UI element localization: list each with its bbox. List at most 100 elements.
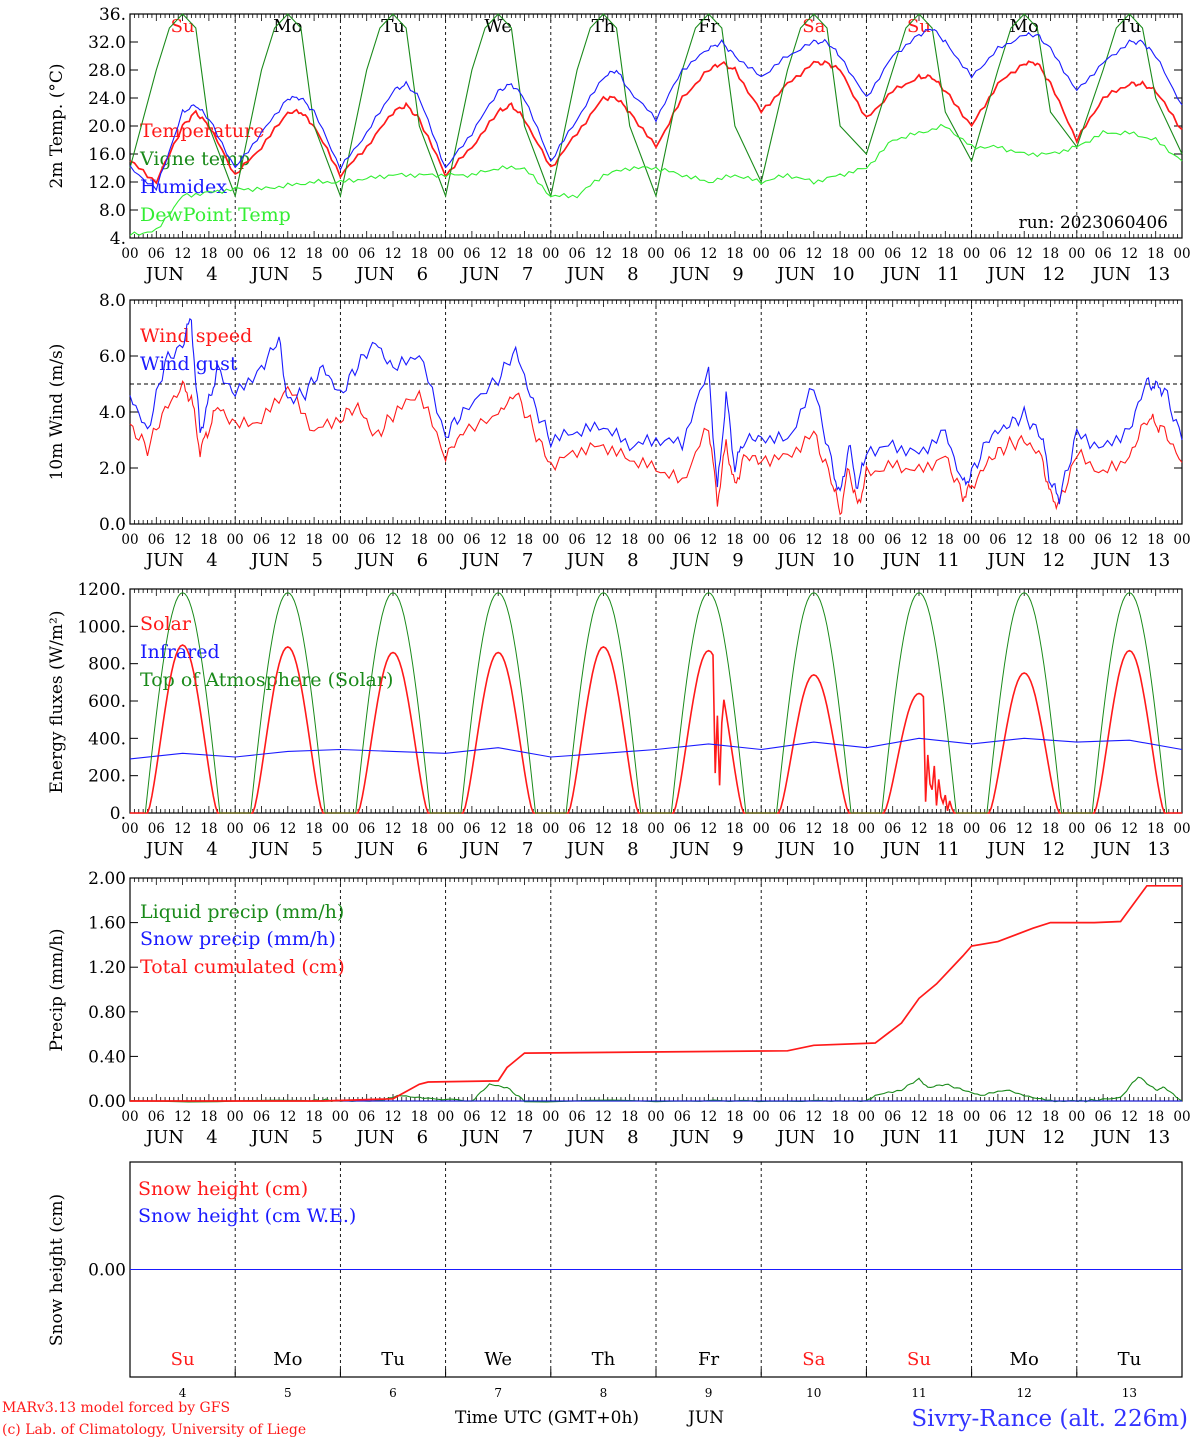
series-toa [144, 592, 1168, 814]
hour-tick-label: 06 [989, 532, 1006, 548]
series-humidex [129, 28, 1183, 192]
hour-tick-label: 00 [1173, 1109, 1190, 1125]
month-label: JUN [354, 839, 394, 860]
hour-tick-label: 12 [700, 532, 717, 548]
hour-tick-label: 18 [937, 246, 954, 262]
month-label: JUN [460, 550, 500, 571]
hour-tick-label: 00 [332, 821, 349, 837]
hour-tick-label: 00 [121, 532, 138, 548]
hour-tick-label: 18 [411, 1109, 428, 1125]
hour-tick-label: 00 [437, 532, 454, 548]
month-label: JUN [880, 1127, 920, 1148]
hour-tick-label: 18 [411, 246, 428, 262]
weekday-label: Fr [698, 16, 719, 37]
hour-tick-label: 18 [832, 532, 849, 548]
hour-tick-label: 12 [490, 532, 507, 548]
month-label: JUN [670, 1127, 710, 1148]
series-cumulated [130, 884, 1182, 1102]
hour-tick-label: 18 [1042, 532, 1059, 548]
hour-tick-label: 00 [753, 1109, 770, 1125]
hour-tick-label: 12 [384, 821, 401, 837]
hour-tick-label: 06 [674, 821, 691, 837]
hour-tick-label: 00 [227, 821, 244, 837]
hour-tick-label: 12 [910, 821, 927, 837]
series-wind_gust [129, 317, 1183, 505]
y-axis-title: 2m Temp. (°C) [47, 63, 67, 188]
hour-tick-label: 12 [805, 1109, 822, 1125]
hour-tick-label: 18 [726, 1109, 743, 1125]
hour-tick-label: 00 [542, 246, 559, 262]
day-label: 9 [732, 550, 743, 571]
hour-tick-label: 12 [1016, 532, 1033, 548]
hour-tick-label: 00 [121, 246, 138, 262]
month-label: JUN [144, 1127, 184, 1148]
hour-tick-label: 00 [1068, 1109, 1085, 1125]
hour-tick-label: 18 [1042, 1109, 1059, 1125]
hour-tick-label: 06 [779, 821, 796, 837]
credit-line-1: MARv3.13 model forced by GFS [2, 1400, 230, 1416]
day-label: 6 [417, 264, 428, 285]
hour-tick-label: 06 [569, 1109, 586, 1125]
hour-tick-label: 18 [1042, 246, 1059, 262]
run-label: run: 2023060406 [1019, 213, 1168, 233]
hour-tick-label: 00 [227, 1109, 244, 1125]
hour-tick-label: 12 [384, 1109, 401, 1125]
day-label: 5 [311, 550, 322, 571]
day-label: 8 [627, 1127, 638, 1148]
month-label: JUN [1091, 839, 1131, 860]
day-label: 9 [732, 839, 743, 860]
hour-tick-label: 06 [253, 821, 270, 837]
hour-tick-label: 18 [200, 1109, 217, 1125]
day-label: 7 [522, 264, 533, 285]
hour-tick-label: 12 [490, 1109, 507, 1125]
day-label: 13 [1147, 550, 1170, 571]
hour-tick-label: 12 [1121, 1109, 1138, 1125]
hour-tick-label: 00 [858, 532, 875, 548]
panel-1: 36. 32.0 28.0 24.0 20.0 16.0 12.0 8.0 4. 2m Temp.… [47, 5, 1191, 285]
hour-tick-label: 00 [332, 1109, 349, 1125]
hour-tick-label: 06 [779, 532, 796, 548]
hour-tick-label: 12 [174, 246, 191, 262]
y-tick-label: 0.00 [88, 1261, 126, 1281]
hour-tick-label: 18 [1147, 532, 1164, 548]
day-label: 5 [311, 264, 322, 285]
legend-snow_precip: Snow precip (mm/h) [140, 928, 336, 950]
series-wind_speed [129, 380, 1183, 516]
day-number-label: 9 [705, 1386, 713, 1400]
hour-tick-label: 00 [121, 821, 138, 837]
day-label: 4 [206, 264, 217, 285]
hour-tick-label: 12 [805, 246, 822, 262]
month-label: JUN [354, 1127, 394, 1148]
hour-tick-label: 06 [1095, 821, 1112, 837]
hour-tick-label: 06 [989, 1109, 1006, 1125]
y-tick-label: 0.0 [99, 515, 126, 535]
day-label: 13 [1147, 839, 1170, 860]
legend-liquid: Liquid precip (mm/h) [140, 901, 344, 923]
hour-tick-label: 00 [753, 532, 770, 548]
month-label: JUN [775, 1127, 815, 1148]
hour-tick-label: 06 [674, 246, 691, 262]
y-tick-label: 4. [110, 229, 126, 249]
hour-tick-label: 12 [490, 821, 507, 837]
y-tick-label: 0. [110, 804, 126, 824]
hour-tick-label: 00 [858, 246, 875, 262]
month-label: JUN [1091, 550, 1131, 571]
y-tick-label: 0.00 [88, 1092, 126, 1112]
y-tick-label: 1200. [77, 580, 126, 600]
hour-tick-label: 06 [569, 246, 586, 262]
month-label: JUN [670, 550, 710, 571]
weekday-label: Sa [802, 16, 825, 37]
weekday-label: We [484, 1349, 512, 1370]
hour-tick-label: 18 [1147, 246, 1164, 262]
hour-tick-label: 06 [358, 821, 375, 837]
y-tick-label: 4.0 [99, 403, 126, 423]
hour-tick-label: 06 [1095, 246, 1112, 262]
weekday-label: Tu [1118, 1349, 1142, 1370]
hour-tick-label: 12 [384, 246, 401, 262]
y-tick-label: 36. [99, 5, 126, 25]
legend-temperature: Temperature [140, 120, 264, 142]
weekday-label: Tu [381, 16, 405, 37]
day-label: 13 [1147, 264, 1170, 285]
hour-tick-label: 00 [963, 1109, 980, 1125]
